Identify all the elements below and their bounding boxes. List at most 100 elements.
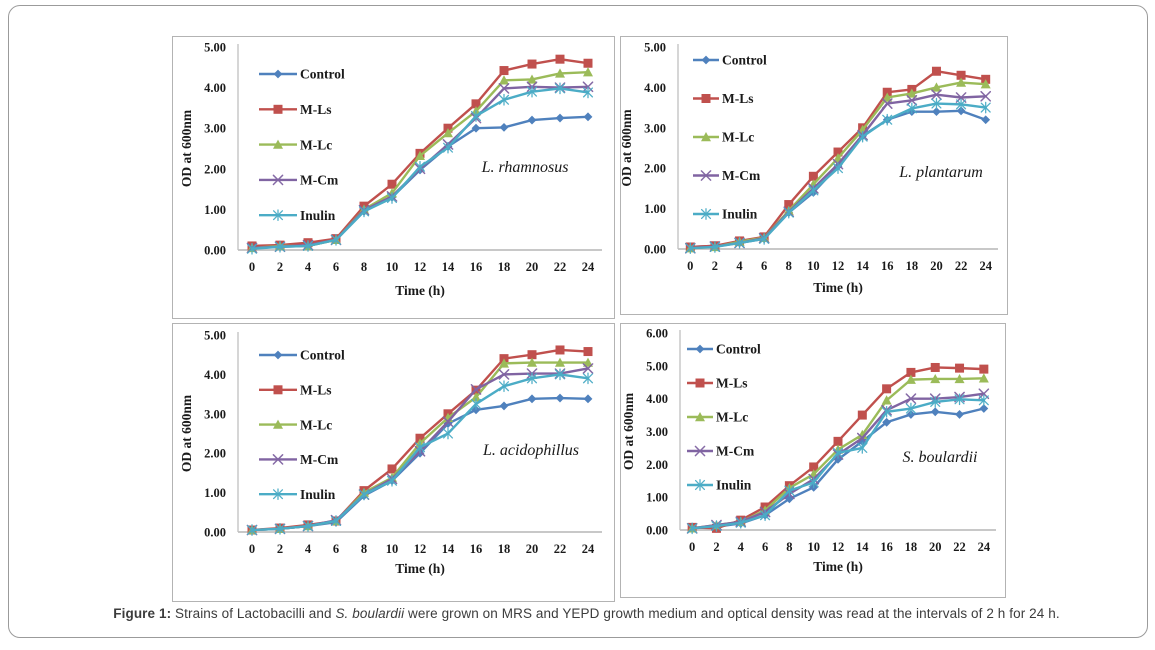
x-tick-label: 4 (736, 259, 743, 273)
series-marker-asterisk (808, 476, 819, 489)
series-marker-triangle (930, 373, 941, 384)
series-marker-asterisk (808, 184, 819, 197)
series-marker-triangle (471, 392, 481, 402)
series-marker-square (695, 378, 705, 388)
series-marker-triangle (527, 357, 537, 367)
caption-text-a: Strains of Lactobacilli and (171, 606, 336, 621)
series-marker-asterisk (881, 405, 892, 418)
x-tick-label: 2 (713, 540, 719, 554)
chart-annotation-species: L. acidophillus (482, 442, 579, 459)
legend-item-m-lc: M-Lc (259, 417, 332, 432)
series-marker-square (882, 384, 892, 394)
series-marker-diamond (930, 407, 940, 417)
x-tick-label: 12 (832, 540, 845, 554)
y-tick-label: 1.00 (204, 203, 226, 217)
series-marker-asterisk (956, 98, 967, 111)
series-marker-x (470, 384, 482, 395)
x-tick-label: 6 (333, 542, 339, 556)
x-tick-label: 14 (856, 259, 869, 273)
series-marker-asterisk (857, 442, 868, 454)
series-marker-asterisk (582, 86, 594, 99)
y-tick-label: 4.00 (204, 368, 226, 382)
series-marker-asterisk (760, 509, 771, 522)
series-marker-asterisk (274, 522, 286, 535)
y-axis-title: OD at 600nm (621, 109, 634, 187)
y-tick-label: 0.00 (644, 243, 666, 257)
series-marker-square (273, 104, 283, 114)
legend-item-m-ls: M-Ls (687, 376, 748, 391)
series-marker-asterisk (735, 516, 746, 529)
series-marker-triangle (555, 357, 565, 367)
series-marker-triangle (499, 75, 509, 85)
x-tick-label: 2 (277, 542, 283, 556)
series-marker-diamond (981, 115, 991, 125)
series-marker-diamond (555, 393, 565, 403)
legend-label: M-Ls (722, 91, 754, 106)
series-marker-square (833, 147, 843, 157)
x-axis-title: Time (h) (813, 280, 863, 295)
y-tick-label: 0.00 (204, 526, 226, 540)
x-axis-title: Time (h) (813, 559, 863, 574)
x-tick-label: 24 (978, 540, 991, 554)
series-marker-square (784, 200, 794, 210)
series-marker-asterisk (905, 402, 916, 415)
series-marker-asterisk (954, 393, 965, 406)
series-marker-asterisk (246, 524, 258, 536)
chart-panel-s-boulardii: 0.00 1.00 2.00 3.00 4.00 5.00 6.00 0 2 4 6 8 10 12 14 1… (620, 323, 1006, 598)
legend-label: Inulin (722, 207, 758, 222)
series-marker-x (881, 98, 893, 109)
legend-item-m-ls: M-Ls (259, 102, 332, 117)
series-marker-asterisk (274, 240, 286, 253)
line-chart: 0.001.002.003.004.005.006.000 2 4 6 8 10 12 14 1… (621, 327, 996, 574)
x-tick-label: 0 (689, 540, 695, 554)
series-marker-x (980, 90, 992, 102)
series-marker-asterisk (978, 394, 989, 407)
legend-label: M-Ls (300, 102, 332, 117)
series-marker-triangle (273, 139, 283, 149)
legend-label: Inulin (300, 487, 336, 502)
x-tick-label: 0 (687, 259, 693, 273)
series-marker-asterisk (784, 484, 795, 497)
chart-panel-l-acidophillus: 0.00 1.00 2.00 3.00 4.00 5.00 0 2 4 6 8 10 12 14 16 18 2… (172, 323, 615, 602)
series-marker-diamond (906, 410, 916, 419)
series-marker-x (582, 363, 594, 374)
x-tick-label: 12 (832, 259, 845, 273)
series-marker-diamond (956, 106, 966, 116)
series-marker-asterisk (470, 110, 482, 122)
series-marker-diamond (955, 410, 964, 419)
series-marker-asterisk (498, 93, 510, 106)
legend-item-control: Control (259, 67, 345, 82)
x-tick-label: 14 (856, 540, 869, 554)
legend-label: M-Lc (716, 410, 748, 425)
x-tick-label: 6 (761, 259, 767, 273)
chart-annotation-species: L. rhamnosus (481, 159, 569, 176)
series-marker-triangle (905, 374, 916, 384)
y-tick-label: 5.00 (204, 329, 226, 343)
series-marker-triangle (499, 358, 509, 368)
series-marker-x (498, 369, 510, 380)
y-tick-label: 2.00 (204, 447, 226, 461)
series-marker-x (498, 83, 510, 94)
x-tick-label: 6 (762, 540, 768, 554)
series-marker-x (694, 445, 706, 457)
y-tick-label: 0.00 (204, 244, 226, 258)
series-marker-square (979, 364, 989, 374)
series-marker-x (905, 393, 917, 405)
legend-label: Control (300, 348, 345, 363)
series-marker-asterisk (930, 396, 941, 408)
series-marker-triangle (931, 82, 942, 92)
series-line-control (690, 407, 986, 530)
x-tick-label: 8 (361, 260, 367, 274)
y-tick-label: 2.00 (204, 162, 226, 176)
series-marker-square (956, 70, 966, 80)
series-marker-asterisk (386, 474, 398, 487)
caption-figure-label: Figure 1: (113, 606, 172, 621)
series-marker-triangle (978, 373, 989, 383)
x-tick-label: 22 (955, 259, 968, 273)
x-tick-label: 2 (712, 259, 718, 273)
series-marker-square (387, 464, 397, 474)
y-axis-title: OD at 600nm (179, 394, 194, 472)
series-marker-asterisk (709, 241, 720, 253)
series-marker-asterisk (687, 522, 698, 535)
legend-label: M-Ls (300, 383, 332, 398)
